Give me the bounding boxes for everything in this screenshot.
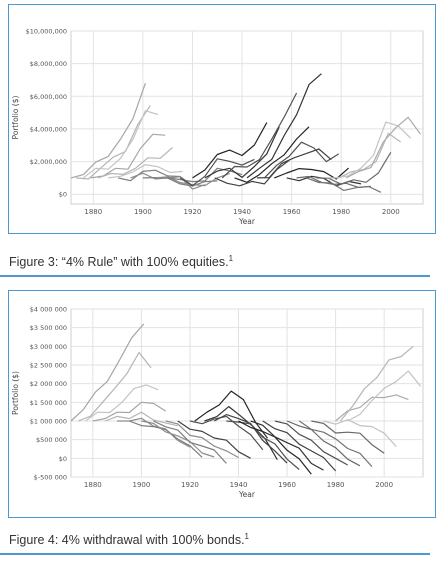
series-line-1871 [70,83,146,179]
series-line-1980 [335,394,409,422]
x-tick-label: 1900 [132,481,150,489]
series-line-1925 [204,126,280,179]
series-line-1985 [347,370,422,422]
x-tick-label: 1880 [84,208,102,216]
x-tick-label: 1920 [181,481,199,489]
y-tick-label: $4 000 000 [30,306,67,314]
series-line-1960 [286,420,361,467]
y-tick-label: $3 000 000 [30,343,67,351]
series-line-1886 [108,164,183,179]
series-line-1966 [306,177,382,193]
series-line-1880 [92,401,167,422]
series-line-1874 [78,351,152,422]
series-line-1965 [298,420,373,468]
series-line-1871 [70,323,145,422]
figure-4-chart: $-500 000 $0 $500 000 $1 000 000 $1 500 000 $… [11,306,424,499]
y-tick-label: $2 000 000 [30,380,67,388]
series-line-1873 [75,105,151,180]
x-tick-label: 1940 [233,208,251,216]
plot-area [70,30,424,205]
figure-3-chart-panel: $0 $2,000,000 $4,000,000 $6,000,000 $8,000,0… [8,4,436,234]
series-line-1877 [85,384,159,422]
y-axis-label: Portfolio ($) [11,96,20,140]
x-tick-label: 1940 [230,481,248,489]
figure-4-caption-text: Figure 4: 4% withdrawal with 100% bonds. [9,533,245,548]
y-tick-label: $6,000,000 [30,93,67,101]
caption-divider [0,553,430,555]
series-line-1876 [83,110,158,179]
series-line-1885 [104,411,178,427]
series-line-1905 [153,420,227,464]
y-tick-label: $4,000,000 [30,125,67,133]
series-line-1955 [274,420,348,466]
figure-3-caption-footnote: 1 [228,254,234,263]
series-line-1920 [192,122,268,179]
figure-3-chart: $0 $2,000,000 $4,000,000 $6,000,000 $8,000,0… [11,28,424,226]
x-tick-label: 1900 [134,208,152,216]
series-line-1932 [221,92,298,179]
x-axis-label: Year [238,217,256,226]
series-line-1910 [165,420,239,459]
series-line-1949 [263,141,340,179]
series-line-1982 [345,116,421,179]
figure-3-caption: Figure 3: “4% Rule” with 100% equities.1 [9,254,233,269]
figure-4-chart-panel: $-500 000 $0 $500 000 $1 000 000 $1 500 000 $… [8,290,436,518]
y-tick-label: $3 500 000 [30,324,67,332]
x-tick-label: 1980 [327,481,345,489]
y-tick-label: $1 000 000 [30,418,67,426]
x-tick-label: 2000 [382,208,400,216]
series-line-1946 [256,148,332,179]
x-tick-label: 1960 [283,208,301,216]
x-tick-label: 1980 [332,208,350,216]
series-line-1900 [141,420,215,458]
figure-3-caption-text: Figure 3: “4% Rule” with 100% equities. [9,255,229,270]
series-line-1937 [234,126,310,183]
y-tick-label: $500 000 [36,436,67,444]
figure-4-caption: Figure 4: 4% withdrawal with 100% bonds.… [9,532,249,547]
series-line-1970 [311,420,385,454]
series-line-1982 [340,345,414,422]
series-line-1942 [246,73,322,179]
series-line-1945 [250,420,324,471]
caption-divider [0,275,430,277]
series-line-1915 [179,158,255,187]
series-line-1920 [189,415,264,451]
series-line-1905 [155,172,230,187]
x-axis-label: Year [238,490,256,499]
series-line-1915 [177,420,251,459]
figure-4-caption-footnote: 1 [244,532,249,541]
y-tick-label: $0 [59,455,67,463]
y-tick-label: $0 [59,191,67,199]
series-line-1895 [129,420,203,458]
x-tick-label: 1960 [278,481,296,489]
series-line-1953 [274,167,349,180]
x-tick-label: 1880 [84,481,102,489]
y-tick-label: $1 500 000 [30,399,67,407]
series-line-1950 [262,420,337,472]
series-line-1935 [226,420,300,470]
series-line-1975 [323,419,397,448]
series-line-1882 [98,146,173,179]
plot-area [70,308,424,478]
y-tick-label: $2 500 000 [30,362,67,370]
x-tick-label: 1920 [184,208,202,216]
x-tick-label: 2000 [375,481,393,489]
y-tick-label: $10,000,000 [26,28,67,36]
y-axis-label: Portfolio ($) [11,371,20,415]
y-tick-label: $2,000,000 [30,158,67,166]
y-tick-label: $-500 000 [34,474,67,482]
y-tick-label: $8,000,000 [30,60,67,68]
